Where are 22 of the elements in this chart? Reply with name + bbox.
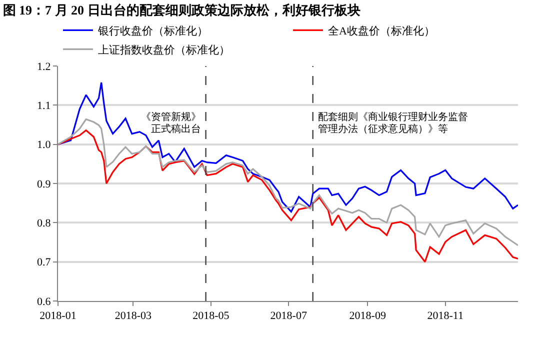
chart-title: 图 19：7 月 20 日出台的配套细则政策边际放松，利好银行板块: [2, 2, 360, 18]
x-tick-label: 2018-05: [192, 310, 230, 322]
legend-label: 全A收盘价（标准化）: [328, 24, 435, 38]
y-tick-label: 1.1: [37, 100, 51, 112]
legend-label: 银行收盘价（标准化）: [97, 24, 208, 38]
x-tick-label: 2018-01: [40, 310, 76, 322]
y-tick-label: 0.8: [37, 218, 52, 230]
legend-label: 上证指数收盘价（标准化）: [98, 43, 230, 56]
annotation: 正式稿出台: [151, 123, 201, 135]
y-tick-label: 0.9: [37, 178, 52, 190]
y-tick-label: 0.6: [37, 296, 52, 308]
y-tick-label: 0.7: [37, 256, 52, 269]
annotation: 配套细则《商业银行理财业务监督: [318, 111, 468, 123]
x-tick-label: 2018-03: [114, 310, 152, 322]
x-tick-label: 2018-07: [270, 310, 308, 322]
annotation: 管理办法（征求意见稿）》等: [318, 123, 448, 135]
line-series: [58, 82, 518, 212]
y-tick-label: 1.2: [37, 60, 51, 73]
x-tick-label: 2018-09: [349, 310, 386, 322]
x-tick-label: 2018-11: [427, 310, 464, 322]
y-tick-label: 1.0: [37, 139, 52, 152]
annotation: 《资管新规》: [141, 111, 201, 123]
